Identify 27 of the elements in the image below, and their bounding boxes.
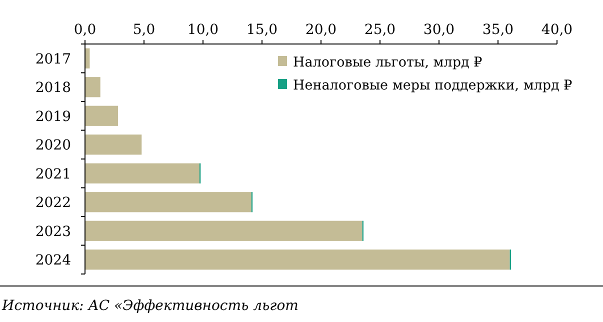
bar <box>85 192 252 212</box>
y-tick-label: 2024 <box>35 252 72 269</box>
x-tick-label: 20,0 <box>305 22 337 38</box>
text: Источник: АС «Эффективность льгот <box>1 298 298 314</box>
bar <box>85 220 362 241</box>
y-tick-label: 2023 <box>35 224 71 240</box>
y-tick-label: 2018 <box>35 80 71 96</box>
y-tick-label: 2017 <box>35 51 71 68</box>
bar <box>85 106 118 126</box>
x-tick-label: 15,0 <box>246 22 278 38</box>
y-tick-label: 2022 <box>35 195 71 212</box>
x-tick-label: 0,0 <box>74 22 96 38</box>
bar <box>85 134 142 155</box>
y-tick-label: 2021 <box>35 166 71 182</box>
bar <box>85 163 200 184</box>
x-tick-label: 30,0 <box>423 22 455 38</box>
legend-label: Неналоговые меры поддержки, млрд ₽ <box>293 78 573 94</box>
y-tick-label: 2019 <box>35 108 71 125</box>
x-tick-label: 35,0 <box>482 22 514 38</box>
y-tick-label: 2020 <box>35 138 71 154</box>
x-tick-label: 5,0 <box>132 22 156 38</box>
bar <box>85 77 100 98</box>
x-tick-label: 10,0 <box>187 22 219 38</box>
x-tick-label: 25,0 <box>364 22 396 38</box>
bar <box>85 250 510 270</box>
x-tick-label: 40,0 <box>541 22 573 38</box>
legend-label: Налоговые льготы, млрд ₽ <box>293 54 483 71</box>
